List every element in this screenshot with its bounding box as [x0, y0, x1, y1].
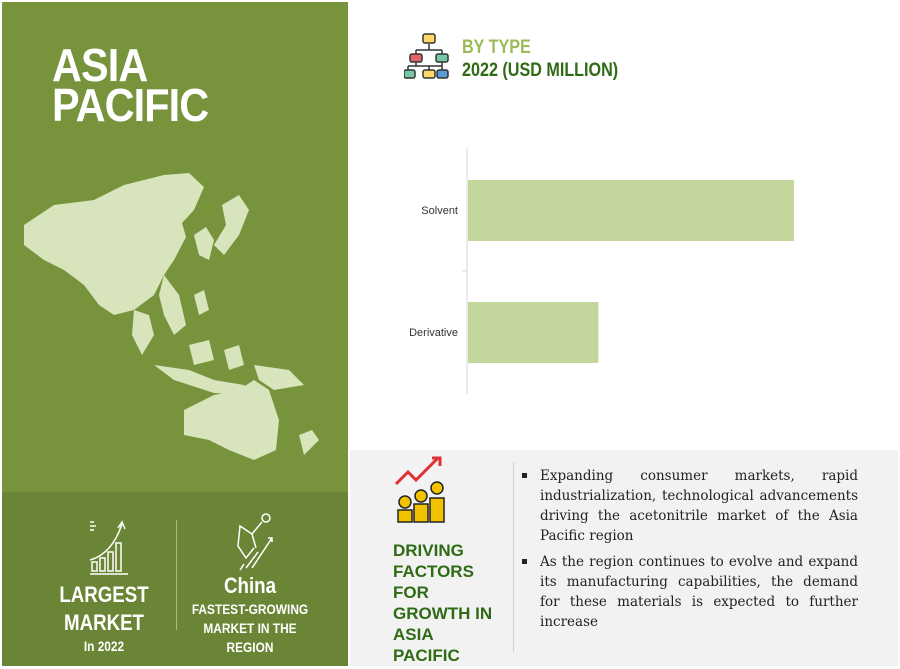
drivers-title: DRIVING FACTORS FOR GROWTH IN ASIA PACIF… — [393, 541, 493, 665]
fastest-label-3: REGION — [226, 639, 274, 655]
drivers-list: Expanding consumer markets, rapid indust… — [522, 466, 858, 638]
stats-divider — [176, 520, 177, 630]
chart-subtitle: 2022 (USD MILLION) — [462, 60, 619, 81]
growth-chart-icon — [89, 520, 128, 575]
money-growth-icon — [394, 456, 445, 523]
driver-item: Expanding consumer markets, rapid indust… — [522, 466, 858, 546]
largest-label: LARGEST — [59, 582, 149, 607]
category-label: Solvent — [421, 205, 458, 217]
bar-derivative — [468, 302, 599, 363]
fastest-label-1: FASTEST-GROWING — [191, 601, 309, 617]
stats-panel — [2, 492, 348, 666]
superhero-icon — [237, 513, 273, 571]
chart-title: BY TYPE — [462, 37, 531, 58]
year-label: In 2022 — [83, 638, 125, 654]
bar-chart: Solvent Derivative — [409, 148, 794, 394]
drivers-divider — [513, 462, 514, 652]
driver-item: As the region continues to evolve and ex… — [522, 552, 858, 632]
fastest-label-2: MARKET IN THE — [203, 620, 297, 636]
region-title-line2: PACIFIC — [52, 79, 209, 131]
bar-solvent — [468, 180, 794, 241]
market-label: MARKET — [63, 610, 144, 635]
country-label: China — [224, 573, 276, 598]
asia-pacific-map — [24, 173, 319, 460]
category-label: Derivative — [409, 327, 458, 339]
hierarchy-icon — [404, 33, 449, 79]
region-title-line1: ASIA — [52, 39, 148, 91]
